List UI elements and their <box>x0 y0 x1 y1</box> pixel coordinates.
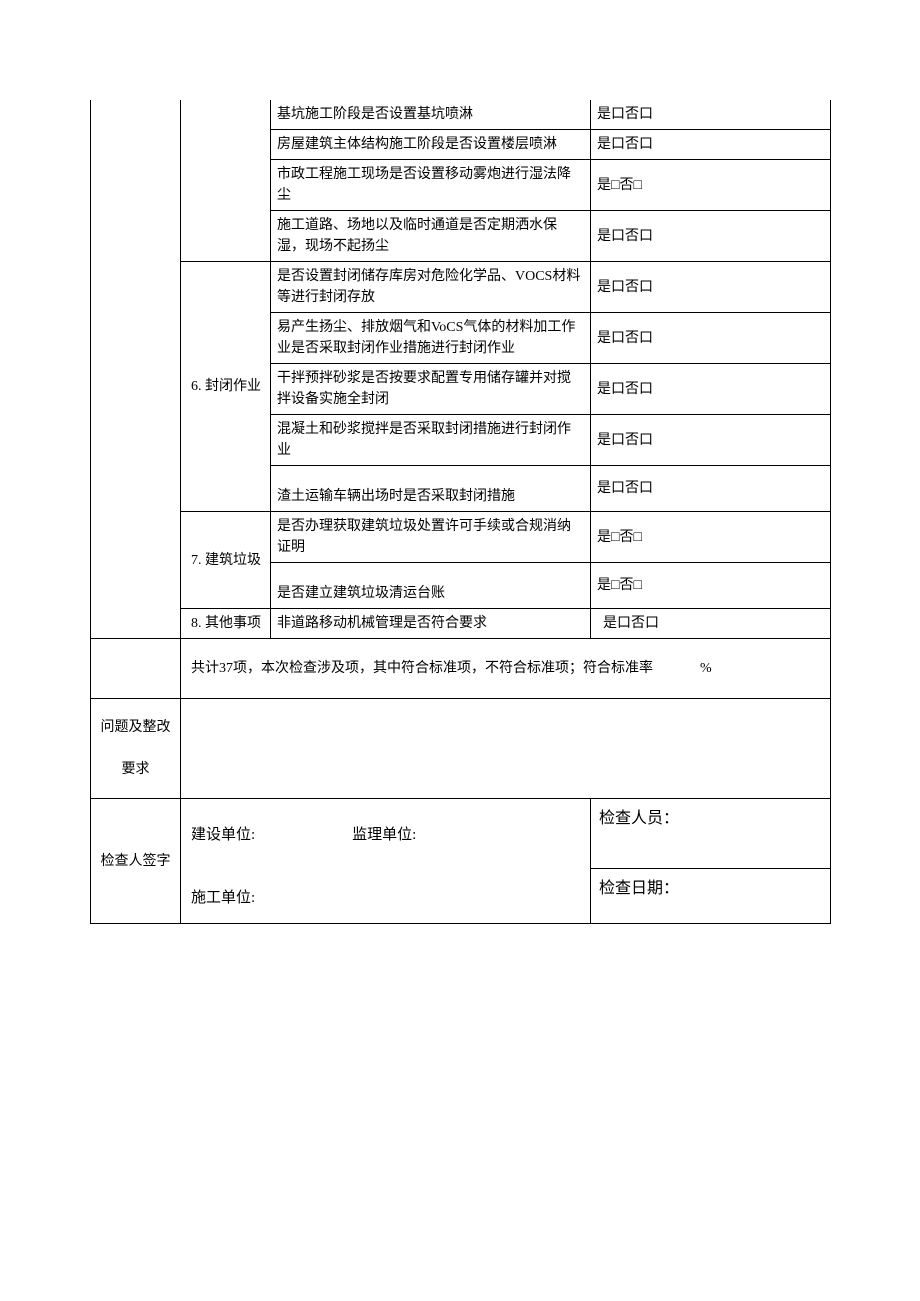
issues-label: 问题及整改要求 <box>91 699 181 799</box>
summary-label-cell <box>91 639 181 699</box>
signature-label: 检查人签字 <box>91 799 181 924</box>
summary-cell: 共计37项，本次检查涉及项，其中符合标准项，不符合标准项；符合标准率 % <box>181 639 831 699</box>
yes-no-cell: 是口否口 <box>591 466 831 512</box>
yes-no-cell: 是口否口 <box>591 100 831 130</box>
check-item: 渣土运输车辆出场时是否采取封闭措施 <box>271 466 591 512</box>
yes-no-cell: 是口否口 <box>591 262 831 313</box>
supervision-unit-label: 监理单位: <box>352 827 416 843</box>
yes-no-cell: 是□否□ <box>591 563 831 609</box>
inspector-label: 检查人员： <box>599 810 679 827</box>
category-cell <box>181 100 271 262</box>
summary-row: 共计37项，本次检查涉及项，其中符合标准项，不符合标准项；符合标准率 % <box>91 639 831 699</box>
category-cell: 6. 封闭作业 <box>181 262 271 512</box>
yes-no-cell: 是口否口 <box>591 130 831 160</box>
check-item: 基坑施工阶段是否设置基坑喷淋 <box>271 100 591 130</box>
yes-no-cell: 是□否□ <box>591 512 831 563</box>
inspection-table: 基坑施工阶段是否设置基坑喷淋 是口否口 房屋建筑主体结构施工阶段是否设置楼层喷淋… <box>90 100 831 924</box>
check-item: 房屋建筑主体结构施工阶段是否设置楼层喷淋 <box>271 130 591 160</box>
signature-row: 检查人签字 建设单位: 监理单位: 施工单位: 检查人员： <box>91 799 831 869</box>
summary-text: 共计37项，本次检查涉及项，其中符合标准项，不符合标准项；符合标准率 <box>191 661 653 676</box>
issues-content <box>181 699 831 799</box>
check-item: 混凝土和砂浆搅拌是否采取封闭措施进行封闭作业 <box>271 415 591 466</box>
category-cell: 7. 建筑垃圾 <box>181 512 271 609</box>
check-item: 非道路移动机械管理是否符合要求 <box>271 609 591 639</box>
category-cell: 8. 其他事项 <box>181 609 271 639</box>
check-item: 干拌预拌砂浆是否按要求配置专用储存罐并对搅拌设备实施全封闭 <box>271 364 591 415</box>
inspector-cell: 检查人员： <box>591 799 831 869</box>
table-row: 8. 其他事项 非道路移动机械管理是否符合要求 是口否口 <box>91 609 831 639</box>
table-row: 6. 封闭作业 是否设置封闭储存库房对危险化学品、VOCS材料等进行封闭存放 是… <box>91 262 831 313</box>
summary-suffix: % <box>700 661 712 676</box>
check-item: 易产生扬尘、排放烟气和VoCS气体的材料加工作业是否采取封闭作业措施进行封闭作业 <box>271 313 591 364</box>
check-item: 是否建立建筑垃圾清运台账 <box>271 563 591 609</box>
table-row: 7. 建筑垃圾 是否办理获取建筑垃圾处置许可手续或合规消纳证明 是□否□ <box>91 512 831 563</box>
check-item: 是否设置封闭储存库房对危险化学品、VOCS材料等进行封闭存放 <box>271 262 591 313</box>
issues-row: 问题及整改要求 <box>91 699 831 799</box>
yes-no-cell: 是口否口 <box>591 211 831 262</box>
yes-no-cell: 是口否口 <box>591 609 831 639</box>
left-empty-cell <box>91 100 181 639</box>
check-item: 市政工程施工现场是否设置移动雾炮进行湿法降尘 <box>271 160 591 211</box>
yes-no-cell: 是□否□ <box>591 160 831 211</box>
table-row: 基坑施工阶段是否设置基坑喷淋 是口否口 <box>91 100 831 130</box>
check-item: 是否办理获取建筑垃圾处置许可手续或合规消纳证明 <box>271 512 591 563</box>
yes-no-cell: 是口否口 <box>591 313 831 364</box>
construction-unit-label: 建设单位: <box>191 827 255 843</box>
inspect-date-label: 检查日期： <box>599 880 679 897</box>
check-item: 施工道路、场地以及临时通道是否定期洒水保湿，现场不起扬尘 <box>271 211 591 262</box>
yes-no-cell: 是口否口 <box>591 415 831 466</box>
inspect-date-cell: 检查日期： <box>591 869 831 924</box>
yes-no-cell: 是口否口 <box>591 364 831 415</box>
contractor-unit-label: 施工单位: <box>191 890 255 906</box>
units-cell: 建设单位: 监理单位: 施工单位: <box>181 799 591 924</box>
